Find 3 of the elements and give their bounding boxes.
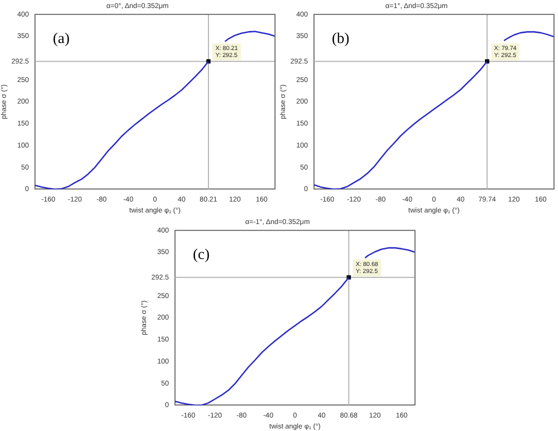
annotation: (b)	[332, 30, 350, 47]
annotation: (c)	[192, 246, 210, 263]
annotation: (a)	[52, 30, 70, 47]
